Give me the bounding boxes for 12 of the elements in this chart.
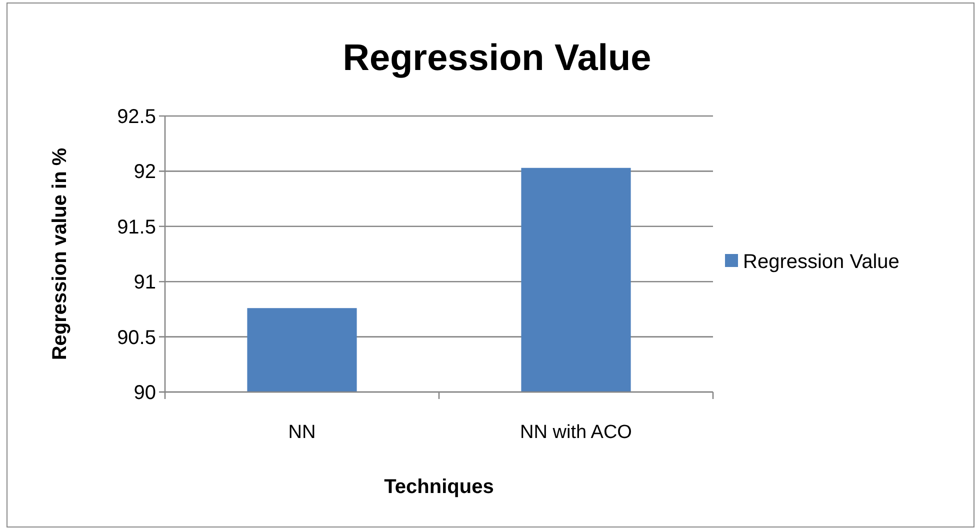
x-axis-title: Techniques	[384, 476, 494, 498]
chart-title: Regression Value	[342, 37, 652, 78]
x-tick-label: NN	[288, 422, 316, 443]
legend-label: Regression Value	[743, 251, 900, 273]
y-tick-label: 90.5	[117, 326, 156, 349]
y-axis-title: Regression value in %	[49, 148, 71, 360]
y-tick-label: 91.5	[117, 216, 156, 238]
y-tick-label: 92	[134, 161, 156, 184]
x-tick-label: NN with ACO	[520, 422, 632, 443]
y-tick-label: 92.5	[117, 106, 156, 128]
y-tick-label: 90	[134, 382, 156, 404]
y-tick-label: 91	[134, 272, 156, 294]
